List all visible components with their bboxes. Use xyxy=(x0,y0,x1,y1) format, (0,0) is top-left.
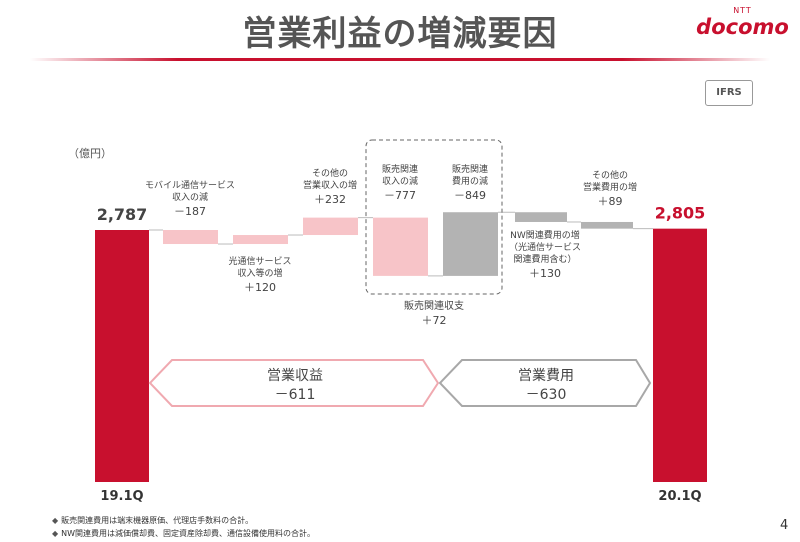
step-1-label-line-1: モバイル通信サービス xyxy=(145,179,235,191)
revenue-group-value: －611 xyxy=(275,387,316,403)
x-label-start: 19.1Q xyxy=(100,489,143,504)
bar-step-7 xyxy=(581,221,633,229)
footnote-1-mark: ◆ xyxy=(52,516,59,525)
step-4-value: －777 xyxy=(384,189,416,202)
step-3-label-line-2: 営業収入の増 xyxy=(303,179,357,191)
expense-group-banner xyxy=(438,359,652,407)
footnote-1: ◆ 販売関連費用は端末機器原価、代理店手数料の合計。 xyxy=(52,515,253,526)
step-7-label-line-1: その他の xyxy=(592,169,628,181)
step-6-label-line-2: （光通信サービス xyxy=(509,241,581,253)
logo-ntt-text: NTT xyxy=(733,6,752,15)
unit-label: （億円） xyxy=(68,147,112,160)
footnote-2-mark: ◆ xyxy=(52,529,59,538)
sales-related-net-value: ＋72 xyxy=(422,314,447,327)
step-2-label-line-1: 光通信サービス xyxy=(228,255,291,267)
bar-end-value: 2,805 xyxy=(655,204,706,223)
footnote-2-text: NW関連費用は減価償却費、固定資産除却費、通信設備使用料の合計。 xyxy=(61,529,316,538)
bar-step-5 xyxy=(443,212,498,276)
step-5-label-line-1: 販売関連 xyxy=(452,163,488,175)
step-2-value: ＋120 xyxy=(244,281,276,294)
step-3-label-line-1: その他の xyxy=(312,167,348,179)
step-6-value: ＋130 xyxy=(529,267,561,280)
bar-start-value: 2,787 xyxy=(97,205,148,224)
step-4-label-line-1: 販売関連 xyxy=(382,163,418,175)
step-1-value: －187 xyxy=(174,205,206,218)
step-6-label-line-3: 関連費用含む） xyxy=(513,253,576,265)
bar-end xyxy=(653,228,707,482)
bar-start xyxy=(95,230,149,482)
logo-docomo-text: docomo xyxy=(696,15,789,39)
page-title: 営業利益の増減要因 xyxy=(242,14,558,54)
expense-group-label: 営業費用 xyxy=(518,368,574,384)
sales-related-net-label: 販売関連収支 xyxy=(404,299,464,312)
bar-step-3 xyxy=(303,217,358,236)
sales-related-box xyxy=(365,139,503,295)
page-number: 4 xyxy=(780,518,789,533)
x-label-end: 20.1Q xyxy=(658,489,701,504)
docomo-logo: NTT docomo xyxy=(690,6,795,39)
step-2-label-line-2: 収入等の増 xyxy=(237,267,282,279)
footnote-2: ◆ NW関連費用は減価償却費、固定資産除却費、通信設備使用料の合計。 xyxy=(52,528,315,539)
footnote-1-text: 販売関連費用は端末機器原価、代理店手数料の合計。 xyxy=(61,516,254,525)
bar-step-1 xyxy=(163,230,218,245)
expense-group-value: －630 xyxy=(526,387,567,403)
revenue-group-banner xyxy=(148,359,440,407)
step-7-label-line-2: 営業費用の増 xyxy=(583,181,637,193)
title-divider xyxy=(30,58,770,61)
ifrs-badge: IFRS xyxy=(705,80,753,106)
step-4-label-line-2: 収入の減 xyxy=(382,175,418,187)
step-5-label-line-2: 費用の減 xyxy=(452,175,488,187)
step-7-value: ＋89 xyxy=(598,195,623,208)
step-5-value: －849 xyxy=(454,189,486,202)
revenue-group-label: 営業収益 xyxy=(267,368,323,384)
bar-step-2 xyxy=(233,235,288,245)
bar-step-4 xyxy=(373,217,428,276)
bar-step-6 xyxy=(515,212,567,222)
step-3-value: ＋232 xyxy=(314,193,346,206)
step-6-label-line-1: NW関連費用の増 xyxy=(510,229,580,241)
step-1-label-line-2: 収入の減 xyxy=(172,191,208,203)
